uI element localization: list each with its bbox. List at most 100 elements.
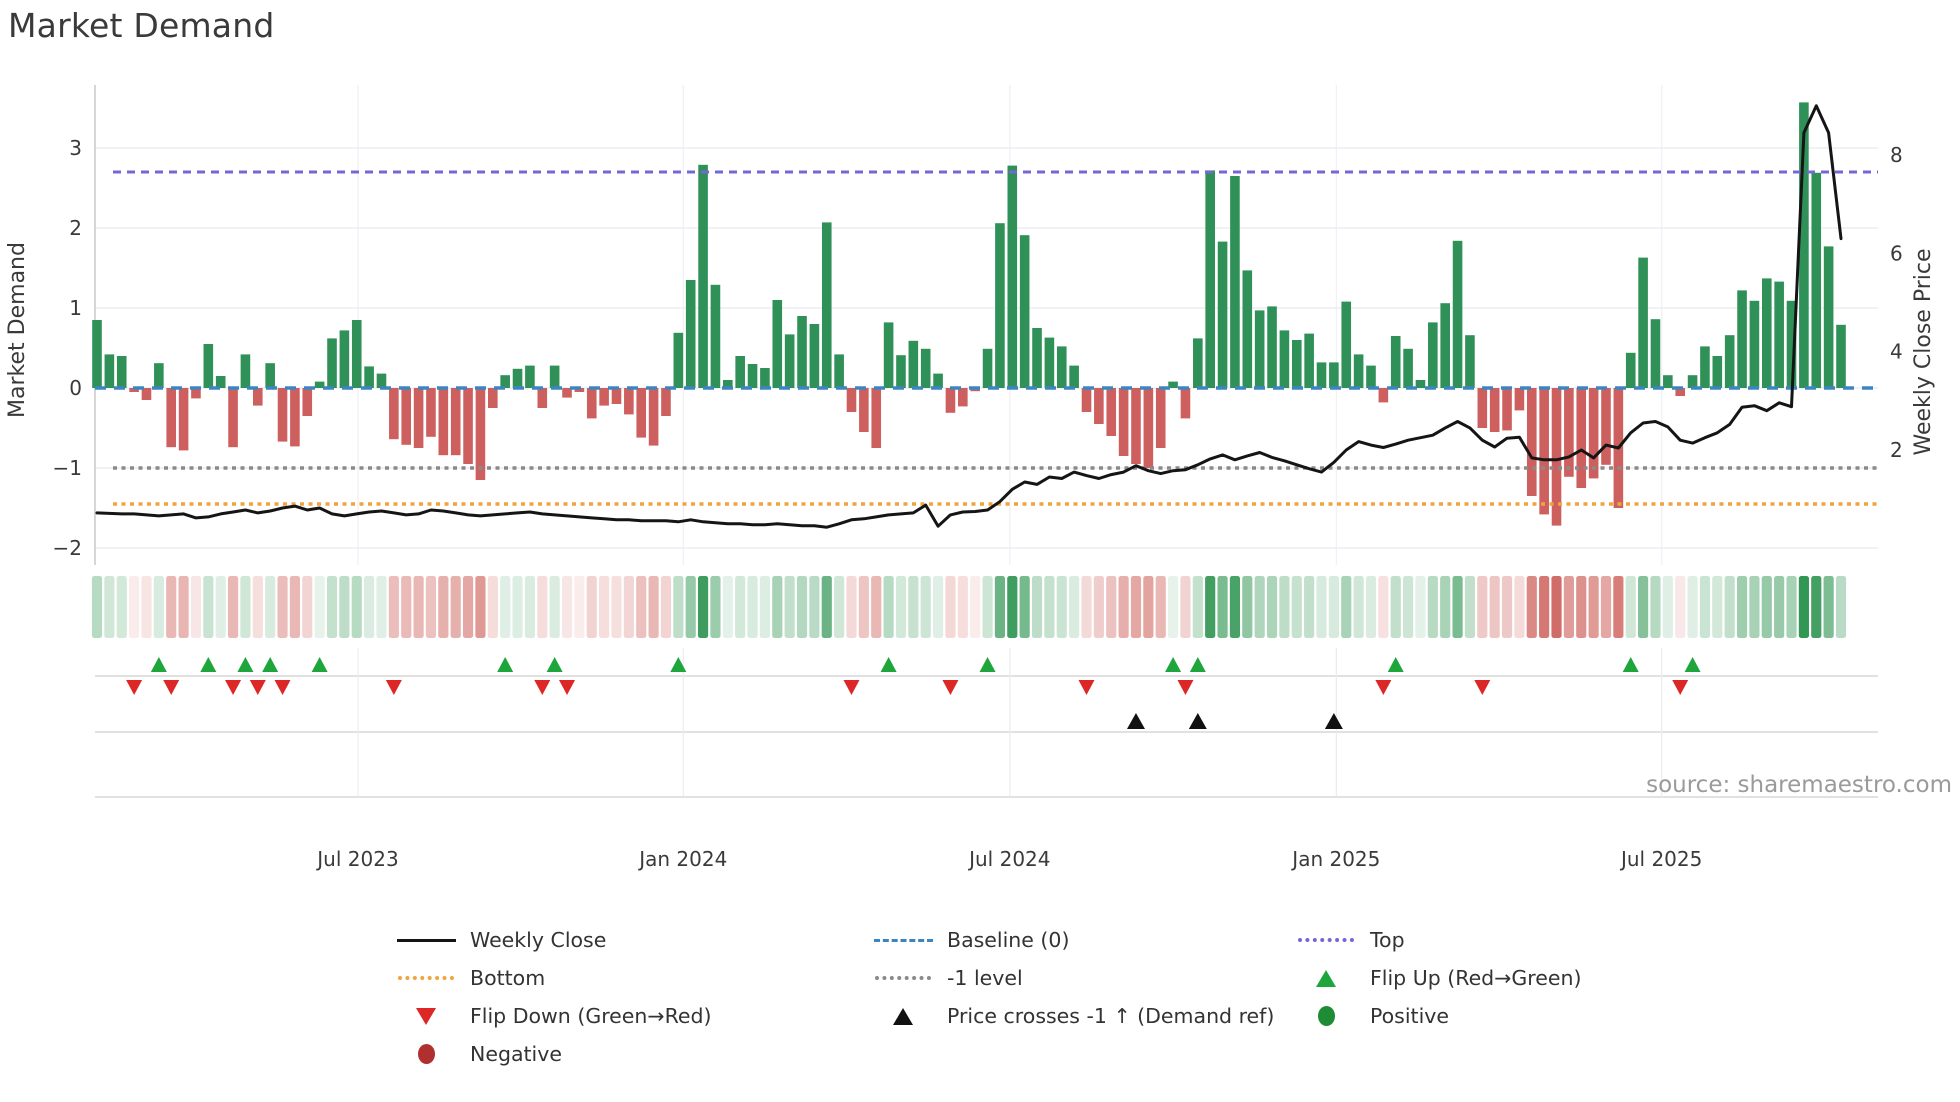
flip-up-marker — [200, 657, 217, 672]
positive-bar — [500, 375, 510, 388]
positive-bar — [1032, 328, 1042, 388]
heatmap-cell — [413, 576, 424, 638]
positive-bar — [908, 340, 919, 388]
heatmap-cell — [1130, 576, 1142, 638]
flip-down-marker — [1474, 680, 1491, 695]
negative-bar — [1094, 388, 1104, 424]
positive-bar — [896, 355, 906, 388]
negative-bar — [1502, 388, 1512, 431]
flip-down-marker — [1375, 680, 1392, 695]
heatmap-cell — [326, 576, 338, 638]
positive-bar — [760, 368, 770, 388]
heatmap-cell — [1180, 576, 1191, 638]
positive-bar — [1329, 362, 1339, 388]
positive-bar — [314, 381, 325, 388]
positive-bar — [1205, 170, 1215, 388]
flip-up-marker — [237, 657, 254, 672]
negative-bar — [1539, 388, 1549, 515]
heatmap-cell — [277, 576, 288, 638]
heatmap-cell — [735, 576, 746, 638]
heatmap-cell — [1217, 576, 1228, 638]
positive-bar — [1749, 300, 1760, 388]
demand-tick-label: 2 — [69, 216, 82, 240]
heatmap-cell — [1749, 576, 1760, 638]
demand-tick-label: 3 — [69, 136, 82, 160]
positive-bar — [364, 366, 374, 388]
heatmap-cell — [1650, 576, 1661, 638]
heatmap-cell — [1341, 576, 1352, 638]
positive-bar — [698, 164, 708, 388]
positive-bar — [92, 320, 102, 388]
heatmap-cell — [1316, 576, 1327, 638]
positive-bar — [723, 380, 733, 388]
flip-up-marker — [979, 657, 996, 672]
heatmap-cell — [524, 576, 535, 638]
positive-bar — [1168, 381, 1178, 388]
bottom-dotted-line-icon — [396, 976, 456, 980]
negative-bar — [389, 388, 399, 440]
positive-bar — [265, 363, 275, 388]
heatmap-cell — [722, 576, 733, 638]
heatmap-cell — [302, 576, 313, 638]
positive-bar — [1428, 322, 1438, 388]
negative-bar — [488, 388, 498, 408]
heatmap-cell — [1440, 576, 1451, 638]
heatmap-cell — [932, 576, 944, 638]
heatmap-cell — [809, 576, 820, 638]
heatmap-cell — [1576, 576, 1587, 638]
negative-bar — [859, 388, 869, 432]
positive-bar — [1712, 356, 1723, 388]
weekly-close-line-icon — [396, 938, 456, 942]
positive-bar — [1700, 346, 1710, 388]
positive-bar — [1761, 278, 1772, 388]
heatmap-cell — [91, 576, 103, 638]
heatmap-cell — [1168, 576, 1179, 638]
heatmap-cell — [1662, 576, 1673, 638]
heatmap-cell — [487, 576, 498, 638]
heatmap-cell — [1328, 576, 1339, 638]
positive-bar — [821, 222, 832, 388]
positive-bar — [1663, 375, 1673, 388]
positive-bar — [1341, 301, 1352, 388]
price-tick-label: 4 — [1890, 340, 1903, 364]
negative-dot-icon — [396, 1044, 456, 1064]
heatmap-cell — [1118, 576, 1129, 638]
heatmap-cell — [1588, 576, 1599, 638]
heatmap-cell — [1242, 576, 1253, 638]
negative-bar — [277, 388, 288, 442]
x-tick-label: Jul 2023 — [315, 847, 398, 871]
heatmap-cell — [1279, 576, 1290, 638]
price-line — [95, 104, 1843, 529]
heatmap-cell — [574, 576, 585, 638]
negative-bar — [611, 388, 622, 404]
heatmap-cell — [908, 576, 919, 638]
heatmap-cell — [129, 576, 140, 638]
negative-bar — [129, 388, 139, 392]
heatmap-cell — [747, 576, 758, 638]
heatmap-cell — [660, 576, 672, 638]
negative-bar — [1576, 388, 1587, 488]
heatmap-cell — [1106, 576, 1117, 638]
demand-tick-label: −2 — [53, 536, 82, 560]
heatmap-cell — [1427, 576, 1438, 638]
demand-tick-label: 0 — [69, 376, 82, 400]
heatmap-cell — [1229, 576, 1241, 638]
negative-bar — [191, 388, 201, 399]
negative-bar — [450, 388, 461, 456]
flip-up-marker — [1165, 657, 1182, 672]
heatmap-cell — [425, 576, 437, 638]
positive-bar — [1217, 241, 1228, 388]
flip-up-marker — [311, 657, 328, 672]
heatmap-cell — [475, 576, 486, 638]
legend-item-weekly-close: Weekly Close — [396, 921, 606, 959]
negative-bar — [586, 388, 597, 419]
heatmap-cell — [401, 576, 412, 638]
negative-bar — [945, 388, 956, 413]
positive-bar — [154, 363, 164, 388]
heatmap-cell — [1551, 576, 1562, 638]
heatmap-cell — [1143, 576, 1154, 638]
heatmap-cell — [1403, 576, 1414, 638]
heatmap-cell — [1031, 576, 1043, 638]
flip-up-marker — [1387, 657, 1404, 672]
heatmap-cell — [1069, 576, 1080, 638]
